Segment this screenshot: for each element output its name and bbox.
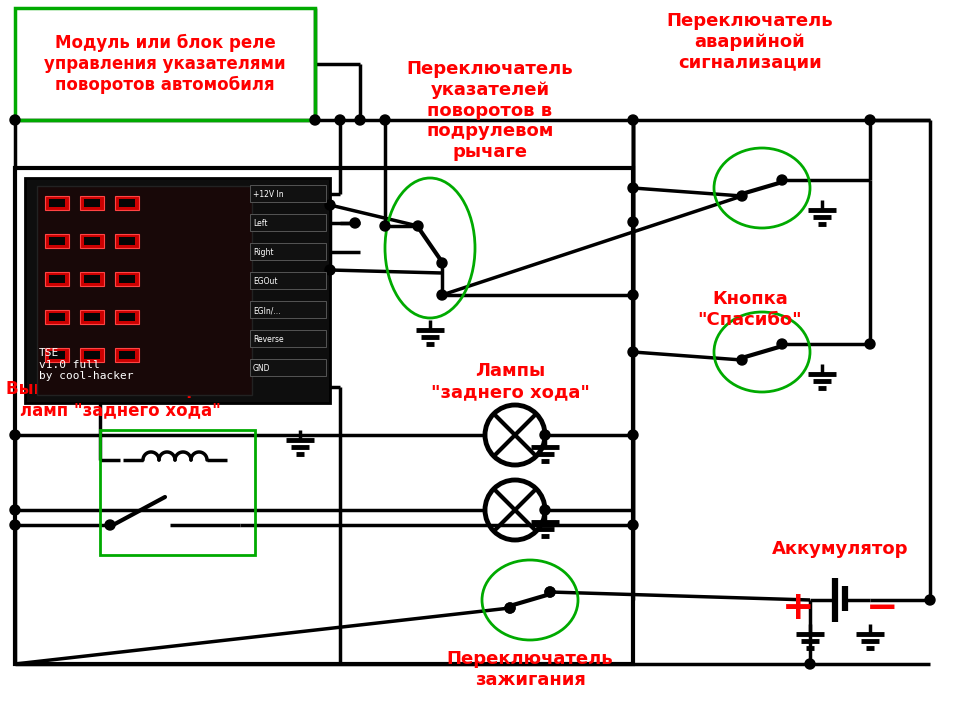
Circle shape: [10, 505, 20, 515]
Bar: [100, 430, 255, 555]
Circle shape: [805, 659, 815, 669]
Bar: [49, 237, 65, 245]
Bar: [84, 351, 100, 359]
Bar: [15, 8, 315, 120]
Bar: [84, 199, 100, 207]
Bar: [45, 234, 69, 248]
Bar: [25, 178, 330, 403]
Bar: [115, 272, 139, 286]
Text: Reverse: Reverse: [253, 335, 283, 344]
Circle shape: [628, 183, 638, 193]
Bar: [80, 272, 104, 286]
Bar: [84, 275, 100, 283]
Bar: [80, 234, 104, 248]
Text: EGIn/...: EGIn/...: [253, 306, 280, 315]
Bar: [45, 196, 69, 210]
Circle shape: [545, 587, 555, 597]
Bar: [250, 185, 326, 202]
Bar: [250, 359, 326, 376]
Text: Модуль или блок реле
управления указателями
поворотов автомобиля: Модуль или блок реле управления указател…: [44, 34, 286, 94]
Bar: [119, 199, 135, 207]
Text: Аккумулятор: Аккумулятор: [772, 540, 908, 558]
Circle shape: [505, 603, 515, 613]
Text: −: −: [866, 589, 899, 627]
Bar: [115, 196, 139, 210]
Bar: [15, 168, 633, 664]
Circle shape: [628, 290, 638, 300]
Circle shape: [437, 258, 447, 268]
Bar: [45, 272, 69, 286]
Bar: [37, 186, 252, 395]
Text: TSE
v1.0 full
by cool-hacker: TSE v1.0 full by cool-hacker: [39, 348, 133, 381]
Circle shape: [310, 115, 320, 125]
Text: Выключатель или реле
ламп "заднего хода": Выключатель или реле ламп "заднего хода": [7, 380, 233, 419]
Circle shape: [325, 265, 335, 275]
Circle shape: [777, 339, 787, 349]
Text: Переключатель
указателей
поворотов в
подрулевом
рычаге: Переключатель указателей поворотов в под…: [407, 60, 573, 161]
Text: Right: Right: [253, 248, 274, 257]
Circle shape: [737, 355, 747, 365]
Bar: [45, 348, 69, 362]
Bar: [250, 243, 326, 260]
Circle shape: [10, 115, 20, 125]
Circle shape: [380, 115, 390, 125]
Text: Переключатель
аварийной
сигнализации: Переключатель аварийной сигнализации: [666, 12, 833, 72]
Circle shape: [737, 191, 747, 201]
Text: Left: Left: [253, 219, 268, 228]
Circle shape: [505, 603, 515, 613]
Circle shape: [540, 505, 550, 515]
Bar: [49, 351, 65, 359]
Bar: [80, 196, 104, 210]
Bar: [80, 310, 104, 324]
Circle shape: [437, 290, 447, 300]
Bar: [119, 313, 135, 321]
Bar: [49, 275, 65, 283]
Text: Кнопка
"Спасибо": Кнопка "Спасибо": [698, 290, 803, 329]
Bar: [250, 301, 326, 318]
Circle shape: [325, 200, 335, 210]
Circle shape: [350, 218, 360, 228]
Text: +: +: [781, 589, 814, 627]
Circle shape: [355, 115, 365, 125]
Circle shape: [628, 115, 638, 125]
Circle shape: [865, 339, 875, 349]
Circle shape: [105, 520, 115, 530]
Bar: [80, 348, 104, 362]
Circle shape: [925, 595, 935, 605]
Circle shape: [413, 221, 423, 231]
Bar: [115, 234, 139, 248]
Circle shape: [777, 175, 787, 185]
Bar: [84, 237, 100, 245]
Text: Лампы
"заднего хода": Лампы "заднего хода": [431, 362, 589, 401]
Bar: [84, 313, 100, 321]
Circle shape: [628, 217, 638, 227]
Bar: [49, 199, 65, 207]
Circle shape: [10, 430, 20, 440]
Circle shape: [865, 115, 875, 125]
Circle shape: [628, 430, 638, 440]
Text: +12V In: +12V In: [253, 190, 283, 199]
Bar: [119, 275, 135, 283]
Bar: [49, 313, 65, 321]
Circle shape: [335, 115, 345, 125]
Bar: [119, 237, 135, 245]
Circle shape: [540, 430, 550, 440]
Bar: [250, 214, 326, 231]
Bar: [115, 348, 139, 362]
Bar: [45, 310, 69, 324]
Circle shape: [545, 587, 555, 597]
Bar: [119, 351, 135, 359]
Circle shape: [10, 520, 20, 530]
Bar: [115, 310, 139, 324]
Text: Переключатель
зажигания: Переключатель зажигания: [446, 650, 613, 689]
Text: EGOut: EGOut: [253, 277, 277, 286]
Circle shape: [380, 221, 390, 231]
Circle shape: [628, 520, 638, 530]
Bar: [250, 330, 326, 347]
Bar: [250, 272, 326, 289]
Text: GND: GND: [253, 364, 271, 373]
Circle shape: [628, 347, 638, 357]
